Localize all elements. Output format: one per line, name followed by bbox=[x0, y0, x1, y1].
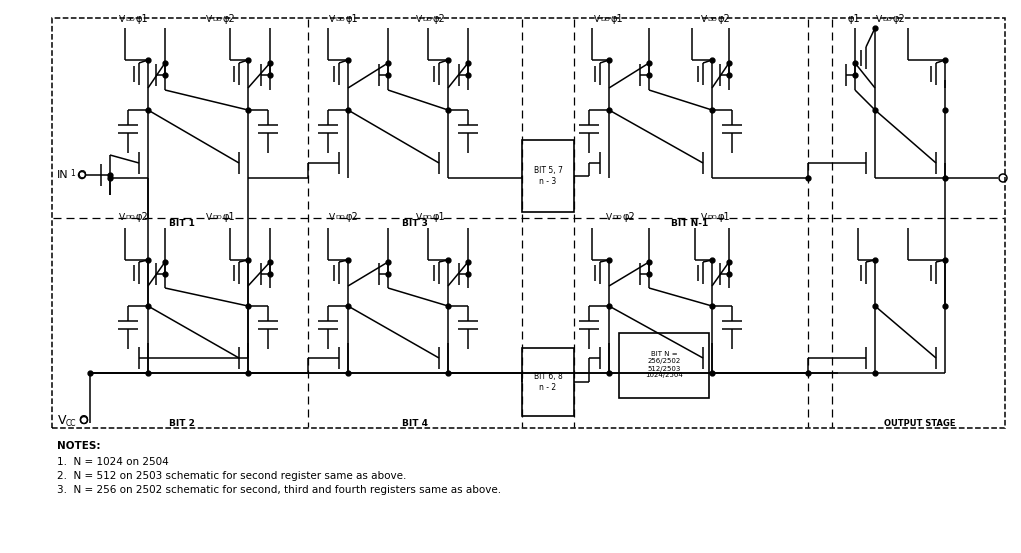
Text: φ2: φ2 bbox=[623, 212, 635, 222]
Text: DD: DD bbox=[882, 17, 891, 22]
Text: DD: DD bbox=[600, 17, 610, 22]
Text: φ1: φ1 bbox=[611, 14, 623, 24]
Bar bbox=[52, 18, 1005, 428]
Text: IN: IN bbox=[57, 170, 68, 180]
Text: BIT 5, 7
n - 3: BIT 5, 7 n - 3 bbox=[534, 166, 563, 186]
Text: φ1: φ1 bbox=[847, 14, 861, 24]
Text: $\mathregular{V}$: $\mathregular{V}$ bbox=[605, 211, 613, 222]
Text: DD: DD bbox=[422, 215, 432, 220]
Text: φ1: φ1 bbox=[433, 212, 445, 222]
Text: DD: DD bbox=[707, 215, 717, 220]
Text: BIT N =
256/2502
512/2503
1024/2504: BIT N = 256/2502 512/2503 1024/2504 bbox=[645, 352, 683, 378]
Text: BIT 6, 8
n - 2: BIT 6, 8 n - 2 bbox=[534, 372, 563, 392]
Text: φ1: φ1 bbox=[223, 212, 235, 222]
Text: DD: DD bbox=[707, 17, 717, 22]
Text: $\mathregular{V}$: $\mathregular{V}$ bbox=[118, 211, 126, 222]
Text: BIT N-1: BIT N-1 bbox=[672, 220, 709, 228]
Text: BIT 1: BIT 1 bbox=[169, 220, 195, 228]
Text: φ2: φ2 bbox=[892, 14, 906, 24]
Text: φ1: φ1 bbox=[718, 212, 730, 222]
Text: $\mathregular{V}$: $\mathregular{V}$ bbox=[328, 13, 336, 24]
Text: BIT 4: BIT 4 bbox=[402, 420, 428, 429]
Text: φ2: φ2 bbox=[346, 212, 358, 222]
Text: 2.  N = 512 on 2503 schematic for second register same as above.: 2. N = 512 on 2503 schematic for second … bbox=[57, 471, 406, 481]
Text: DD: DD bbox=[612, 215, 622, 220]
Text: DD: DD bbox=[335, 17, 345, 22]
Bar bbox=[522, 348, 574, 416]
Text: DD: DD bbox=[422, 17, 432, 22]
Text: BIT 3: BIT 3 bbox=[402, 220, 428, 228]
Text: O: O bbox=[77, 170, 86, 180]
Text: DD: DD bbox=[212, 215, 222, 220]
Text: $\mathregular{V}$: $\mathregular{V}$ bbox=[328, 211, 336, 222]
Text: $\mathregular{V}$: $\mathregular{V}$ bbox=[875, 13, 883, 24]
Bar bbox=[619, 333, 709, 398]
Text: $\mathregular{V}$: $\mathregular{V}$ bbox=[57, 414, 67, 426]
Text: $\mathregular{V}$: $\mathregular{V}$ bbox=[700, 211, 709, 222]
Text: NOTES:: NOTES: bbox=[57, 441, 100, 451]
Text: φ2: φ2 bbox=[136, 212, 148, 222]
Text: $\mathregular{V}$: $\mathregular{V}$ bbox=[205, 13, 213, 24]
Text: φ2: φ2 bbox=[718, 14, 730, 24]
Text: 1.  N = 1024 on 2504: 1. N = 1024 on 2504 bbox=[57, 457, 168, 467]
Text: CC: CC bbox=[66, 420, 77, 429]
Text: φ1: φ1 bbox=[136, 14, 148, 24]
Text: DD: DD bbox=[212, 17, 222, 22]
Bar bbox=[522, 140, 574, 212]
Text: $\mathregular{V}$: $\mathregular{V}$ bbox=[593, 13, 601, 24]
Text: $\mathregular{V}$: $\mathregular{V}$ bbox=[700, 13, 709, 24]
Text: O: O bbox=[78, 414, 88, 426]
Text: 1: 1 bbox=[70, 169, 75, 178]
Text: 3.  N = 256 on 2502 schematic for second, third and fourth registers same as abo: 3. N = 256 on 2502 schematic for second,… bbox=[57, 485, 501, 495]
Text: DD: DD bbox=[125, 17, 135, 22]
Text: DD: DD bbox=[125, 215, 135, 220]
Text: $\mathregular{V}$: $\mathregular{V}$ bbox=[118, 13, 126, 24]
Text: DD: DD bbox=[335, 215, 345, 220]
Text: $\mathregular{V}$: $\mathregular{V}$ bbox=[415, 13, 423, 24]
Text: φ1: φ1 bbox=[346, 14, 358, 24]
Text: $\mathregular{V}$: $\mathregular{V}$ bbox=[415, 211, 423, 222]
Text: BIT 2: BIT 2 bbox=[169, 420, 195, 429]
Text: φ2: φ2 bbox=[223, 14, 236, 24]
Text: OUTPUT STAGE: OUTPUT STAGE bbox=[884, 420, 956, 429]
Text: φ2: φ2 bbox=[433, 14, 445, 24]
Text: $\mathregular{V}$: $\mathregular{V}$ bbox=[205, 211, 213, 222]
